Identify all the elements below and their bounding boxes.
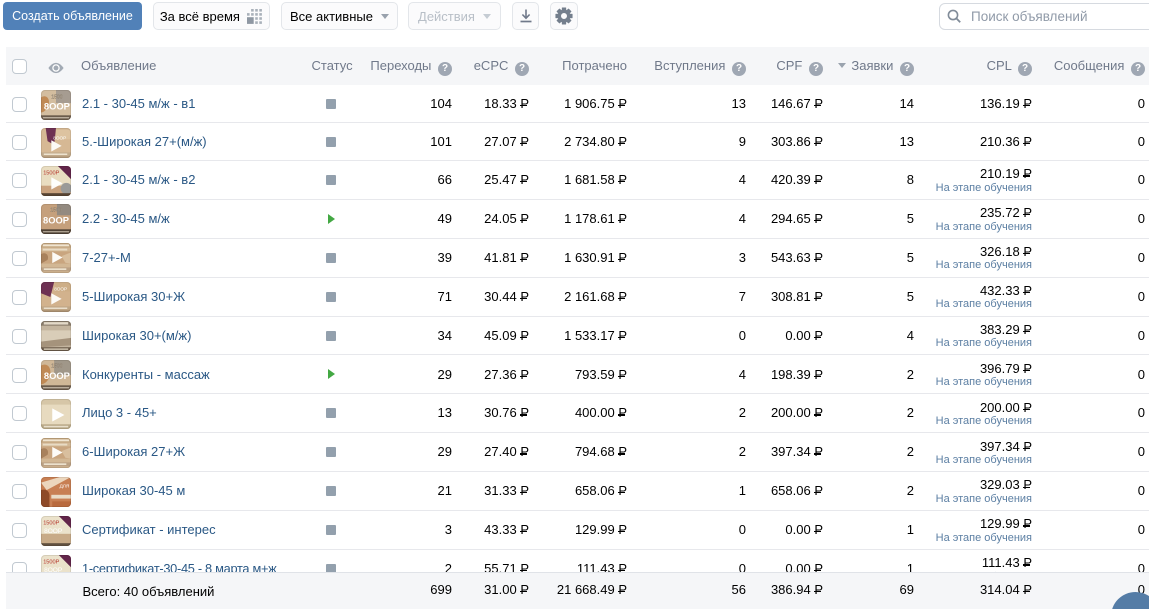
svg-text:1500: 1500	[50, 208, 62, 214]
svg-text:8ООР: 8ООР	[53, 135, 66, 140]
svg-text:8ООР: 8ООР	[44, 527, 63, 534]
svg-text:1500: 1500	[51, 94, 63, 100]
svg-text:ДЛЯ: ДЛЯ	[60, 483, 70, 488]
svg-text:8ООР: 8ООР	[44, 566, 63, 573]
svg-text:1500Р: 1500Р	[43, 170, 59, 176]
svg-text:1500Р: 1500Р	[43, 559, 59, 565]
svg-text:1500: 1500	[51, 364, 63, 370]
svg-text:8ООР: 8ООР	[44, 101, 70, 111]
svg-text:8ООР: 8ООР	[54, 287, 67, 292]
svg-text:1500Р: 1500Р	[43, 520, 59, 526]
svg-text:8ООР: 8ООР	[44, 371, 70, 381]
svg-text:8ООР: 8ООР	[43, 216, 69, 226]
